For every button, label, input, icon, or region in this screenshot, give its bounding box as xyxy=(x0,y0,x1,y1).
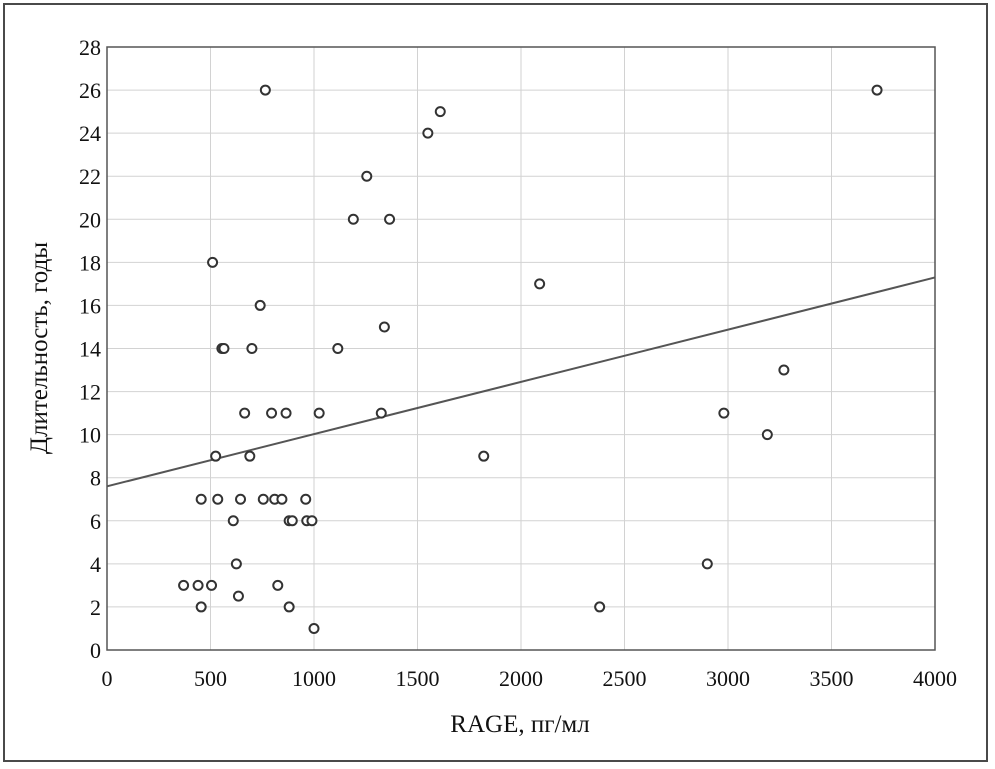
x-tick-label: 3000 xyxy=(706,666,750,691)
x-tick-label: 1000 xyxy=(292,666,336,691)
scatter-point xyxy=(384,213,396,225)
scatter-point xyxy=(239,407,251,419)
grid-lines xyxy=(106,46,936,651)
scatter-point xyxy=(778,364,790,376)
y-tick-label: 20 xyxy=(79,207,101,232)
y-tick-label: 10 xyxy=(79,423,101,448)
scatter-point xyxy=(286,515,298,527)
scatter-point xyxy=(210,450,222,462)
y-tick-label: 14 xyxy=(79,337,101,362)
scatter-point xyxy=(313,407,325,419)
scatter-point xyxy=(300,493,312,505)
scatter-point xyxy=(478,450,490,462)
scatter-point xyxy=(701,558,713,570)
y-tick-label: 0 xyxy=(90,638,101,663)
scatter-point xyxy=(195,601,207,613)
scatter-point xyxy=(235,493,247,505)
y-tick-label: 12 xyxy=(79,380,101,405)
scatter-point xyxy=(266,407,278,419)
y-tick-label: 8 xyxy=(90,466,101,491)
scatter-point xyxy=(283,601,295,613)
scatter-point xyxy=(257,493,269,505)
scatter-point xyxy=(306,515,318,527)
scatter-point xyxy=(332,343,344,354)
scatter-point xyxy=(718,407,730,419)
y-tick-label: 24 xyxy=(79,121,101,146)
y-tick-label: 26 xyxy=(79,78,101,103)
scatter-point xyxy=(378,321,390,333)
scatter-point xyxy=(178,579,190,591)
scatter-point xyxy=(254,299,266,311)
plot-area-border xyxy=(106,46,936,651)
scatter-point xyxy=(259,84,271,96)
scatter-point xyxy=(422,127,434,139)
scatter-point xyxy=(361,170,373,182)
x-tick-label: 0 xyxy=(102,666,113,691)
x-tick-label: 2500 xyxy=(603,666,647,691)
scatter-point xyxy=(347,213,359,225)
y-axis-label: Длительность, годы xyxy=(26,242,53,454)
scatter-point xyxy=(206,579,218,591)
scatter-point xyxy=(230,558,242,570)
regression-line xyxy=(106,276,936,488)
x-tick-label: 3500 xyxy=(810,666,854,691)
x-tick-label: 500 xyxy=(194,666,227,691)
scatter-point xyxy=(192,579,204,591)
scatter-point xyxy=(594,601,606,613)
x-tick-label: 1500 xyxy=(396,666,440,691)
scatter-point xyxy=(207,256,219,268)
y-tick-label: 4 xyxy=(90,552,101,577)
y-tick-label: 22 xyxy=(79,164,101,189)
x-axis-label: RAGE, пг/мл xyxy=(450,711,589,738)
y-tick-label: 16 xyxy=(79,293,101,318)
scatter-point xyxy=(244,450,256,462)
y-tick-label: 6 xyxy=(90,509,101,534)
scatter-point xyxy=(871,84,883,96)
x-tick-labels: 0 500 1000 1500 2000 2500 3000 3500 4000 xyxy=(102,666,958,691)
scatter-point xyxy=(308,622,320,634)
y-tick-label: 2 xyxy=(90,595,101,620)
x-tick-label: 2000 xyxy=(499,666,543,691)
y-tick-label: 18 xyxy=(79,250,101,275)
scatter-point xyxy=(272,579,284,591)
data-points xyxy=(178,84,883,634)
y-tick-label: 28 xyxy=(79,35,101,60)
x-tick-label: 4000 xyxy=(913,666,957,691)
scatter-point xyxy=(434,106,446,118)
scatter-point xyxy=(212,493,224,505)
figure-frame xyxy=(3,3,988,762)
scatter-point xyxy=(276,493,288,505)
scatter-point xyxy=(232,590,244,602)
scatter-point xyxy=(195,493,207,505)
scatter-point xyxy=(534,278,546,290)
scatter-point xyxy=(227,515,239,527)
scatter-point xyxy=(280,407,292,419)
scatter-point xyxy=(218,343,230,354)
scatter-point xyxy=(761,429,773,441)
scatter-point xyxy=(246,343,258,354)
scatter-point xyxy=(375,407,387,419)
